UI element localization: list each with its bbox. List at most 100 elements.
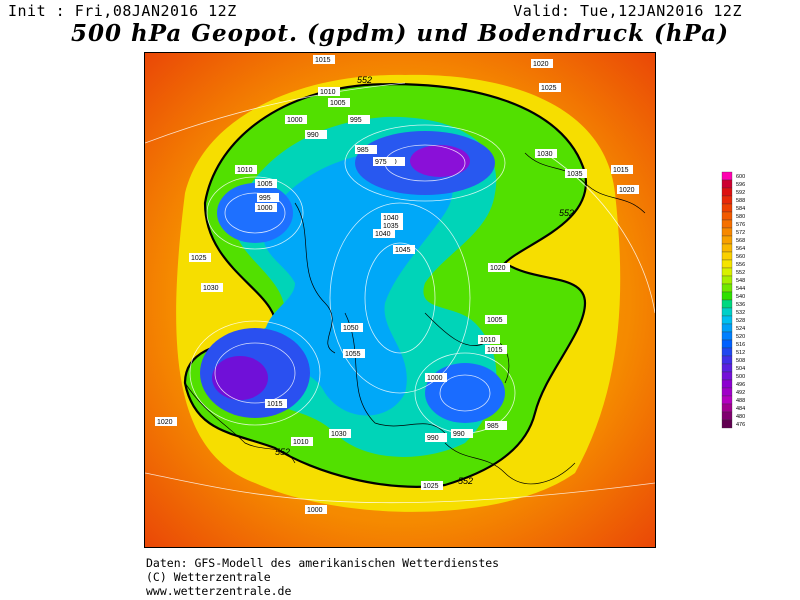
- color-scale-box: [721, 195, 733, 205]
- footer-website: www.wetterzentrale.de: [146, 584, 292, 598]
- isobar-label: 1015: [267, 401, 283, 408]
- isobar-label: 1025: [541, 85, 557, 92]
- color-scale-box: [721, 419, 733, 429]
- color-scale-label: 520: [736, 334, 745, 340]
- isobar-label: 1030: [203, 285, 219, 292]
- color-scale-box: [721, 283, 733, 293]
- color-scale-box: [721, 171, 733, 181]
- isobar-label: 1050: [343, 325, 359, 332]
- isobar-labels: 1015 1010 1005 1000 995 990 985 980 975 …: [155, 55, 639, 514]
- color-scale-label: 560: [736, 254, 745, 260]
- isobar-lines: [145, 82, 655, 504]
- weather-map: 1015 1010 1005 1000 995 990 985 980 975 …: [144, 52, 656, 548]
- isobar-label: 995: [350, 117, 362, 124]
- vortex-core-west: [212, 356, 268, 400]
- color-scale-box: [721, 315, 733, 325]
- color-scale-label: 576: [736, 222, 745, 228]
- color-scale-label: 596: [736, 182, 745, 188]
- footer-data-source: Daten: GFS-Modell des amerikanischen Wet…: [146, 556, 500, 570]
- color-scale-label: 504: [736, 366, 745, 372]
- isobar-label: 1015: [487, 347, 503, 354]
- color-scale-box: [721, 179, 733, 189]
- color-scale-label: 500: [736, 374, 745, 380]
- isobar-label: 1010: [480, 337, 496, 344]
- isobar-label: 1005: [330, 100, 346, 107]
- isobar-label: 1020: [490, 265, 506, 272]
- color-scale-label: 592: [736, 190, 745, 196]
- color-scale-label: 536: [736, 302, 745, 308]
- isobar-label: 1020: [533, 61, 549, 68]
- isobar-label: 985: [487, 423, 499, 430]
- geopot-552-label: 552: [275, 447, 290, 457]
- isobar-label: 1055: [345, 351, 361, 358]
- color-scale-label: 600: [736, 174, 745, 180]
- isobar-label: 1020: [619, 187, 635, 194]
- color-scale-label: 524: [736, 326, 745, 332]
- isobar-label: 1045: [395, 247, 411, 254]
- color-scale-box: [721, 387, 733, 397]
- isobar-label: 1000: [427, 375, 443, 382]
- band-520: [262, 151, 453, 416]
- isobar-label: 1010: [293, 439, 309, 446]
- isobar-label: 1035: [567, 171, 583, 178]
- isobar-label: 1040: [383, 215, 399, 222]
- color-scale-label: 480: [736, 414, 745, 420]
- isobar-label: 1030: [537, 151, 553, 158]
- color-scale-label: 568: [736, 238, 745, 244]
- isobar-label: 1010: [237, 167, 253, 174]
- color-scale-label: 496: [736, 382, 745, 388]
- isobar-label: 1020: [157, 419, 173, 426]
- color-scale-label: 564: [736, 246, 745, 252]
- color-scale-box: [721, 211, 733, 221]
- isobar-label: 1015: [315, 57, 331, 64]
- color-scale-box: [721, 275, 733, 285]
- color-scale-box: [721, 267, 733, 277]
- isobar-label: 1005: [487, 317, 503, 324]
- color-scale-label: 544: [736, 286, 745, 292]
- isobar-label: 990: [427, 435, 439, 442]
- color-scale-label: 516: [736, 342, 745, 348]
- valid-time-label: Valid: Tue,12JAN2016 12Z: [513, 2, 742, 20]
- footer: Daten: GFS-Modell des amerikanischen Wet…: [146, 556, 499, 598]
- color-scale-box: [721, 403, 733, 413]
- color-scale-box: [721, 363, 733, 373]
- init-time-label: Init : Fri,08JAN2016 12Z: [8, 2, 237, 20]
- color-scale-label: 528: [736, 318, 745, 324]
- color-scale-label: 552: [736, 270, 745, 276]
- isobar-label: 1015: [613, 167, 629, 174]
- isobar-label: 1035: [383, 223, 399, 230]
- color-scale-label: 532: [736, 310, 745, 316]
- color-scale-box: [721, 411, 733, 421]
- color-scale-box: [721, 243, 733, 253]
- color-scale-box: [721, 219, 733, 229]
- color-scale-labels: 600 596 592 588 584 580 576 572 568 564 560 556 552 5…: [736, 174, 745, 428]
- color-scale-label: 540: [736, 294, 745, 300]
- isobar-label: 1025: [191, 255, 207, 262]
- geopotential-field: 1015 1010 1005 1000 995 990 985 980 975 …: [145, 53, 655, 547]
- isobar-label: 995: [259, 195, 271, 202]
- color-scale-box: [721, 235, 733, 245]
- low-alaska: [217, 183, 293, 243]
- color-scale-box: [721, 227, 733, 237]
- color-scale-box: [721, 251, 733, 261]
- geopot-552-labels: 552 552 552 552: [275, 75, 574, 486]
- color-scale-label: 580: [736, 214, 745, 220]
- color-scale-box: [721, 347, 733, 357]
- color-scale-label: 556: [736, 262, 745, 268]
- color-scale-label: 588: [736, 198, 745, 204]
- isobar-label: 1040: [375, 231, 391, 238]
- color-scale-box: [721, 331, 733, 341]
- color-scale-label: 484: [736, 406, 745, 412]
- isobar-label: 1000: [257, 205, 273, 212]
- color-scale: 600 596 592 588 584 580 576 572 568 564 560 556 552 5…: [721, 171, 745, 429]
- color-scale-box: [721, 307, 733, 317]
- isobar-label: 1000: [287, 117, 303, 124]
- color-scale-label: 548: [736, 278, 745, 284]
- geopot-552-label: 552: [559, 208, 574, 218]
- map-title: 500 hPa Geopot. (gpdm) und Bodendruck (h…: [70, 20, 730, 47]
- vortex-core-east: [410, 145, 470, 177]
- isobar-label: 990: [453, 431, 465, 438]
- color-scale-label: 512: [736, 350, 745, 356]
- color-scale-box: [721, 339, 733, 349]
- color-scale-label: 508: [736, 358, 745, 364]
